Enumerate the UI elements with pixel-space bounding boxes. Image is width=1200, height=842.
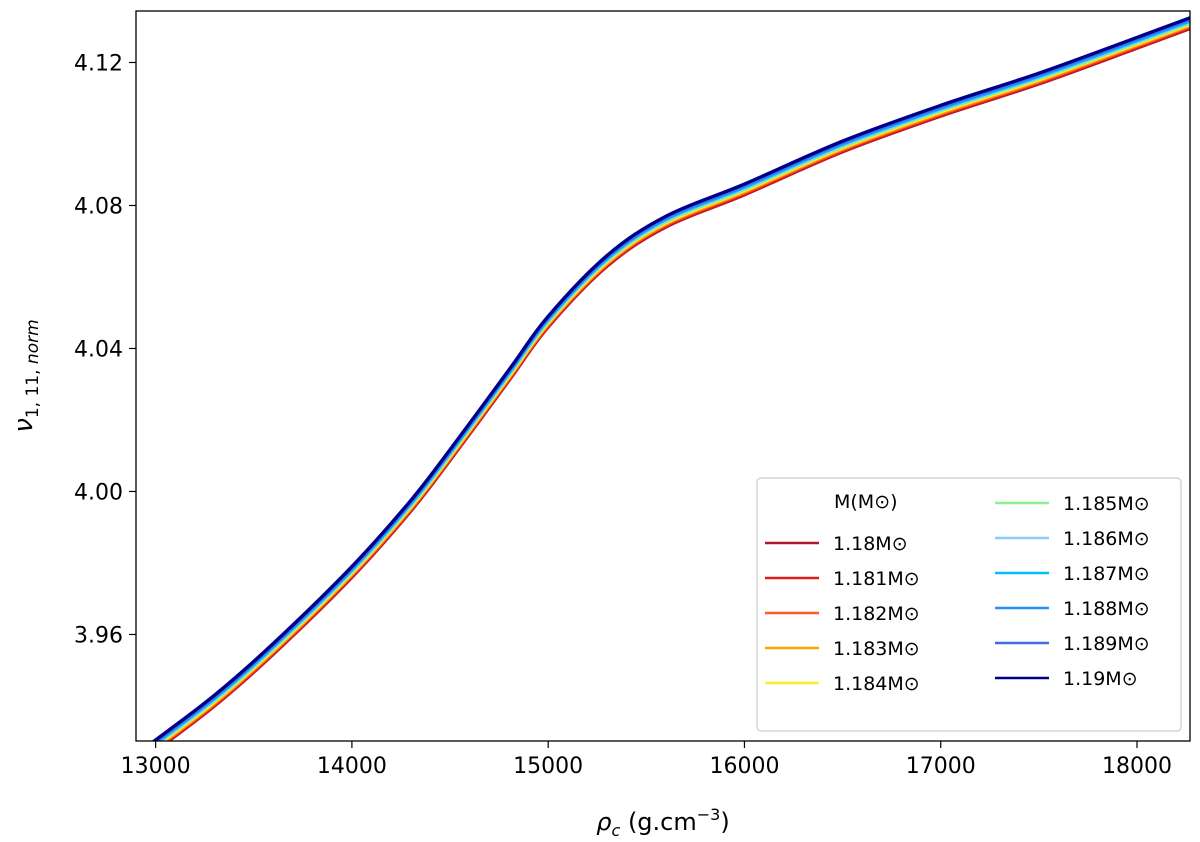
x-tick-label: 17000 [906,754,976,779]
legend-entry-label: 1.18M⊙ [833,533,908,555]
y-tick-label: 4.08 [74,194,123,219]
x-tick-label: 15000 [513,754,583,779]
y-tick-label: 4.04 [74,337,123,362]
legend: M(M⊙) 1.18M⊙ 1.181M⊙ 1.182M⊙ 1.183M⊙ 1.184M⊙… [756,477,1182,732]
legend-entry-label: 1.184M⊙ [833,673,920,695]
y-tick-label: 4.00 [74,480,123,505]
legend-entry-label: 1.19M⊙ [1063,668,1138,690]
series-line [151,16,1190,741]
legend-entry-label: 1.188M⊙ [1063,598,1150,620]
plot-frame [135,10,1191,742]
legend-entry-label: 1.186M⊙ [1063,528,1150,550]
x-tick-label: 14000 [317,754,387,779]
y-tick-label: 3.96 [74,623,123,648]
y-tick-label: 4.12 [74,51,123,76]
series-layer [151,16,1190,741]
x-axis: 13000 14000 15000 16000 17000 18000 [121,741,1172,779]
legend-entry-label: 1.189M⊙ [1063,633,1150,655]
legend-entry-label: 1.181M⊙ [833,568,920,590]
y-axis-label: ν1, 11, norm [9,319,43,432]
legend-entry-label: 1.183M⊙ [833,638,920,660]
legend-entry-label: 1.187M⊙ [1063,563,1150,585]
legend-box [756,477,1182,732]
legend-title: M(M⊙) [834,491,898,513]
x-tick-label: 13000 [121,754,191,779]
y-axis: 3.96 4.00 4.04 4.08 4.12 [74,51,136,648]
x-tick-label: 16000 [709,754,779,779]
x-tick-label: 18000 [1102,754,1172,779]
legend-entry-label: 1.185M⊙ [1063,493,1150,515]
legend-entry-label: 1.182M⊙ [833,603,920,625]
x-axis-label: ρc (g.cm−3) [596,805,729,840]
